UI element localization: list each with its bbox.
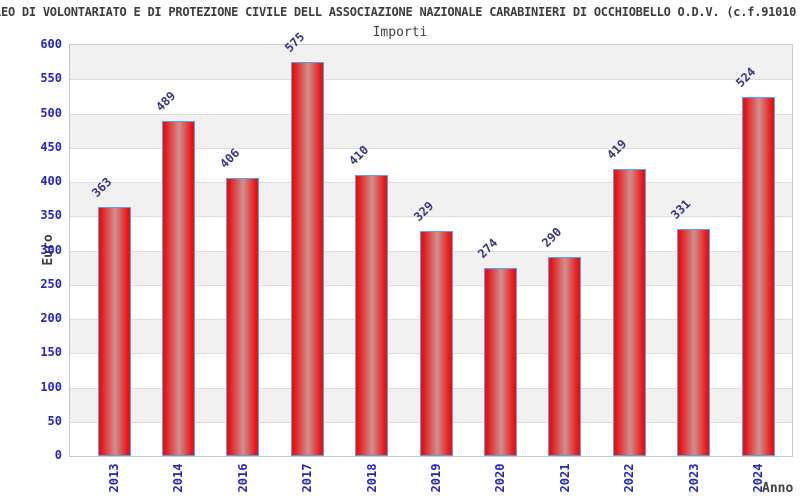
- x-tick-label-2023: 2023: [686, 463, 701, 493]
- x-tick-label-2021: 2021: [557, 463, 572, 493]
- x-tick-label-2019: 2019: [429, 463, 443, 493]
- chart-title: LEO DI VOLONTARIATO E DI PROTEZIONE CIVI…: [0, 5, 797, 19]
- plot-band: [70, 79, 792, 114]
- x-tick-label-2018: 2018: [364, 463, 379, 493]
- y-tick-label: 50: [47, 413, 62, 428]
- bar-2023: [677, 229, 711, 456]
- x-axis-title: Anno: [762, 481, 794, 496]
- plot-area: 363 489 406 575 410 329 274 290 419 331 524: [69, 30, 793, 457]
- bar-2020: [483, 268, 517, 456]
- bar-2021: [548, 257, 582, 456]
- bar-2014: [161, 121, 195, 456]
- bar-2019: [419, 230, 453, 456]
- bar-2017: [290, 62, 324, 456]
- y-tick-label: 600: [40, 37, 62, 51]
- y-tick-label: 350: [40, 208, 62, 223]
- y-tick-label: 200: [40, 311, 62, 325]
- bar-2018: [355, 175, 389, 456]
- y-tick-label: 550: [40, 71, 62, 86]
- y-tick-label: 150: [40, 345, 62, 360]
- y-tick-label: 450: [40, 139, 62, 154]
- x-tick-label-2016: 2016: [235, 463, 250, 493]
- bar-2013: [97, 207, 131, 456]
- x-tick-label-2020: 2020: [493, 463, 508, 493]
- y-tick-label: 400: [40, 174, 62, 188]
- x-tick-label-2014: 2014: [171, 463, 186, 493]
- chart-subtitle: Importi: [372, 25, 428, 40]
- bar-2024: [741, 97, 775, 456]
- x-tick-label-2013: 2013: [107, 463, 121, 493]
- bar-2022: [612, 169, 646, 456]
- y-tick-label: 100: [40, 379, 62, 394]
- y-tick-label: 0: [54, 448, 62, 462]
- x-tick-label-2022: 2022: [622, 463, 637, 493]
- x-tick-label-2024: 2024: [751, 463, 765, 493]
- y-tick-label: 250: [40, 276, 62, 291]
- y-tick-label: 500: [40, 105, 62, 120]
- plot-band: [70, 45, 792, 80]
- y-tick-label: 300: [40, 242, 62, 257]
- bar-2016: [226, 177, 260, 456]
- x-tick-label-2017: 2017: [300, 463, 315, 493]
